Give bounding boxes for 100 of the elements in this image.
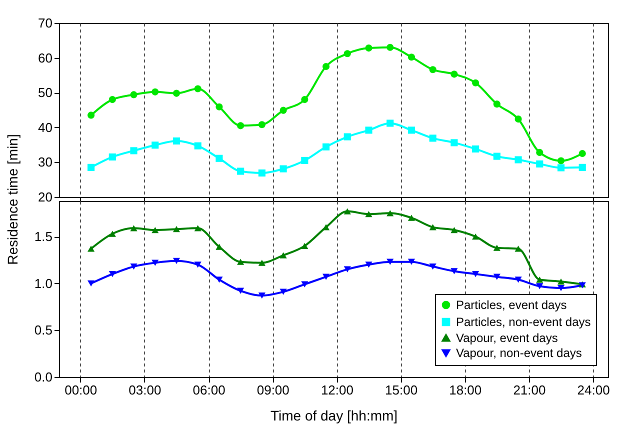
point [514,116,522,123]
x-tick-label: 21:00 [513,382,546,398]
point [578,164,586,171]
point [237,288,244,294]
point [322,62,330,70]
point [344,50,351,58]
point [514,276,522,283]
point [386,258,394,265]
point [237,258,244,265]
point [472,79,480,86]
point [280,252,287,258]
point [386,210,394,216]
point [472,270,480,278]
point [88,164,95,171]
point [194,142,202,150]
point [301,281,308,288]
point [280,106,287,114]
point [152,260,159,266]
y-tick-label: 1.5 [34,229,52,244]
legend-label: Vapour, non-event days [456,346,582,360]
point [536,276,544,283]
point [172,258,180,264]
point [365,262,372,268]
point [386,44,394,51]
y-tick-label: 20 [38,190,52,204]
point [429,66,436,74]
point [429,134,436,142]
point [216,154,223,162]
point [108,230,116,237]
point [258,292,266,299]
point [365,126,372,134]
point [237,122,244,130]
point [108,153,116,161]
point [344,266,351,272]
point [450,226,458,234]
point [429,224,436,230]
point [365,211,372,218]
point [578,150,586,158]
point [280,288,287,295]
x-tick-label: 00:00 [64,382,98,398]
point [344,208,351,214]
point [408,126,416,134]
point [301,96,308,104]
point [493,100,500,108]
point [493,244,500,251]
point [130,225,138,232]
x-tick-label: 03:00 [128,382,162,398]
point [408,214,416,221]
point [450,268,458,274]
point [322,143,330,150]
x-tick-label: 18:00 [449,382,482,398]
y-tick-label: 30 [38,154,52,170]
legend-label: Particles, non-event days [456,315,591,329]
point [108,270,116,278]
point [130,147,138,154]
point [536,160,544,168]
point [280,165,287,172]
point [194,85,202,92]
point [493,274,500,280]
point [557,278,565,285]
point [194,262,202,268]
x-tick-label: 09:00 [256,382,290,398]
point [88,246,95,252]
point [194,225,202,232]
point [450,70,458,78]
point [450,139,458,146]
point [557,285,565,292]
point [108,96,116,104]
y-tick-label: 50 [38,85,52,100]
point [536,283,544,290]
point [301,242,308,249]
point [557,164,565,172]
x-tick-label: 06:00 [192,382,226,398]
point [88,112,95,119]
x-tick-label: 12:00 [320,382,354,398]
point [386,120,394,127]
point [365,44,372,52]
point [514,156,522,164]
y-tick-label: 0.5 [34,322,52,338]
point [322,274,330,280]
point [536,148,544,156]
y-tick-label: 0.0 [34,370,52,384]
legend-label: Particles, event days [456,298,567,312]
x-tick-label: 24:00 [577,382,610,398]
point [152,88,159,96]
point [258,121,266,128]
point [216,103,223,110]
legend-label: Vapour, event days [456,331,558,345]
point [237,168,244,175]
y-tick-label: 60 [38,50,52,66]
x-tick-label: 15:00 [385,382,418,398]
y-tick-label: 70 [38,16,52,30]
point [514,246,522,252]
point [152,142,159,149]
point [258,260,266,266]
point [429,263,436,270]
y-tick-label: 40 [38,120,52,135]
y-tick-label: 1.0 [34,276,52,291]
point [408,258,416,265]
point [216,244,223,250]
